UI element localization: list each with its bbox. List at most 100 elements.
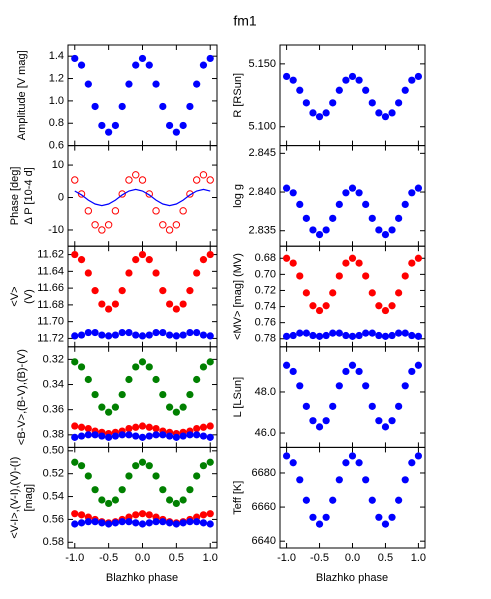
data-point (408, 259, 416, 267)
data-point (315, 113, 324, 121)
data-point (289, 367, 297, 376)
data-point (296, 382, 304, 390)
data-point (335, 86, 343, 94)
data-point (105, 128, 113, 136)
data-point (172, 305, 180, 313)
data-point (315, 306, 324, 315)
data-point (342, 331, 350, 340)
data-point (315, 230, 324, 239)
data-point (388, 331, 396, 340)
data-point (335, 382, 343, 390)
data-point (186, 102, 194, 111)
data-point (329, 289, 337, 297)
data-point (309, 513, 317, 521)
data-point (179, 496, 187, 504)
data-point (296, 272, 304, 280)
data-point (125, 328, 133, 337)
data-point (408, 367, 416, 376)
y-axis-label: [mag] (23, 484, 35, 512)
data-point (322, 417, 330, 425)
data-point (132, 256, 140, 264)
data-point (91, 102, 99, 111)
data-point (282, 452, 291, 460)
data-point (77, 511, 86, 519)
data-point (172, 520, 180, 528)
x-tick-label: -1.0 (65, 552, 84, 564)
data-point (401, 86, 409, 94)
data-point (193, 472, 201, 480)
data-point (98, 496, 106, 504)
data-point (132, 423, 140, 431)
data-point (193, 518, 201, 526)
y-tick-label: 11.70 (37, 316, 64, 328)
data-point (206, 520, 214, 528)
data-point (71, 358, 79, 366)
data-point (199, 363, 208, 371)
data-point (309, 226, 317, 234)
data-point (132, 61, 140, 69)
data-point (355, 259, 363, 267)
data-point (368, 214, 376, 222)
x-tick-label: 1.0 (203, 552, 218, 564)
data-point (138, 433, 147, 441)
panel-frame (67, 145, 218, 247)
data-point (145, 331, 153, 339)
data-point (329, 99, 337, 107)
y-axis-label: <V> (9, 286, 21, 306)
y-tick-label: 11.72 (37, 332, 64, 344)
data-point (309, 331, 317, 340)
data-point (91, 518, 99, 526)
data-point (381, 306, 390, 315)
data-point (375, 109, 383, 117)
data-point (84, 328, 92, 337)
y-axis-label: log g (232, 184, 244, 208)
data-point (375, 302, 383, 310)
data-point (125, 176, 133, 184)
data-point (77, 61, 86, 69)
data-point (329, 329, 337, 337)
y-tick-label: 2.835 (248, 225, 276, 237)
data-point (159, 221, 167, 229)
data-point (71, 176, 79, 184)
data-point (132, 171, 140, 179)
data-point (342, 367, 350, 376)
data-point (91, 486, 99, 494)
x-tick-label: 0.0 (345, 552, 360, 564)
data-point (388, 513, 396, 521)
data-point (152, 518, 160, 526)
data-point (296, 476, 304, 484)
data-point (172, 221, 181, 229)
data-point (193, 80, 201, 88)
data-point (199, 331, 208, 339)
y-tick-label: 0.8 (49, 117, 64, 129)
data-point (414, 452, 423, 460)
data-point (145, 511, 153, 519)
data-point (132, 519, 140, 527)
y-tick-label: 0.68 (255, 252, 276, 264)
data-point (206, 433, 214, 441)
data-point (289, 259, 297, 267)
data-point (98, 432, 106, 440)
data-point (118, 190, 126, 198)
data-point (408, 459, 416, 467)
data-point (368, 402, 376, 410)
data-point (414, 254, 423, 262)
data-point (71, 433, 79, 441)
x-axis-label: Blazhko phase (106, 572, 178, 584)
data-point (118, 431, 126, 439)
data-point (145, 519, 153, 527)
data-point (165, 300, 174, 308)
y-tick-label: 0.36 (43, 404, 64, 416)
data-point (381, 520, 390, 528)
data-point (348, 332, 357, 340)
data-point (132, 462, 140, 470)
data-point (186, 190, 194, 198)
y-tick-label: 5.100 (248, 121, 276, 133)
series-line (74, 188, 211, 207)
data-point (206, 358, 214, 366)
data-point (282, 184, 291, 192)
data-point (71, 520, 79, 528)
panel-frame (279, 446, 426, 549)
y-tick-label: 1.0 (49, 95, 64, 107)
data-point (98, 300, 106, 308)
